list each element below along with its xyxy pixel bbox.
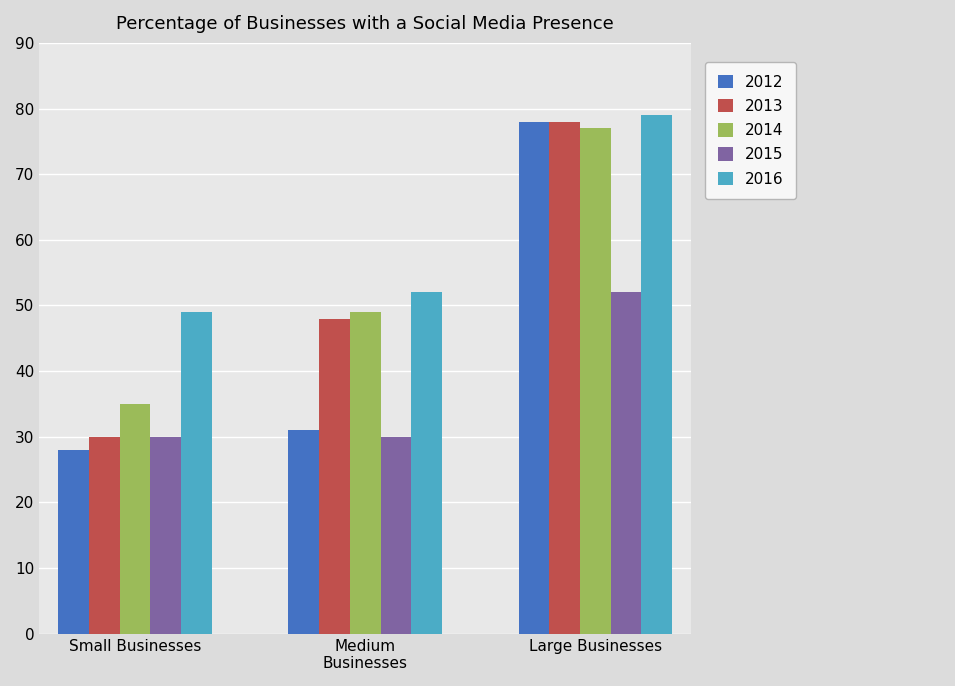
Bar <box>119 404 151 634</box>
Bar <box>151 437 181 634</box>
Legend: 2012, 2013, 2014, 2015, 2016: 2012, 2013, 2014, 2015, 2016 <box>706 62 796 199</box>
Bar <box>319 318 350 634</box>
Bar <box>288 430 319 634</box>
Bar <box>519 121 549 634</box>
Bar <box>350 312 380 634</box>
Bar <box>642 115 672 634</box>
Bar <box>89 437 119 634</box>
Bar <box>580 128 610 634</box>
Bar <box>610 292 642 634</box>
Bar <box>549 121 580 634</box>
Bar <box>181 312 212 634</box>
Bar <box>58 450 89 634</box>
Bar <box>380 437 412 634</box>
Title: Percentage of Businesses with a Social Media Presence: Percentage of Businesses with a Social M… <box>117 15 614 33</box>
Bar <box>412 292 442 634</box>
